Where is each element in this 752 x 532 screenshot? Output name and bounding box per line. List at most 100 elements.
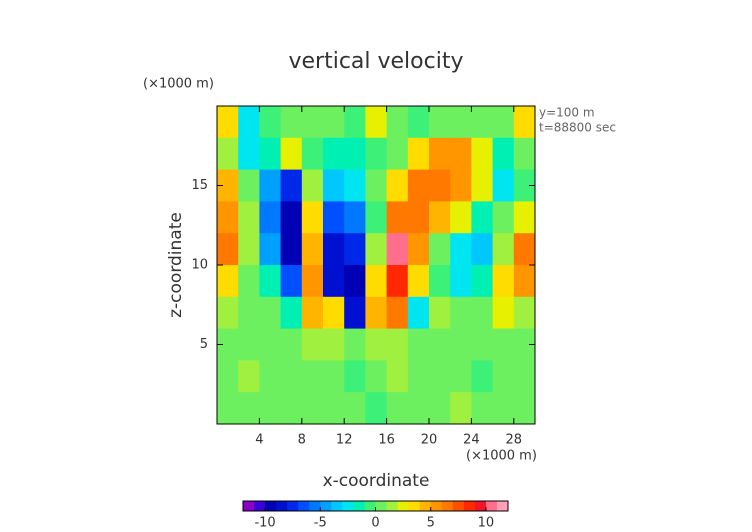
field-cell bbox=[344, 169, 366, 202]
field-cell bbox=[386, 328, 409, 361]
colorbar-swatch bbox=[265, 501, 277, 511]
field-cell bbox=[301, 169, 324, 202]
x-tick-label: 8 bbox=[298, 433, 306, 448]
field-cell bbox=[492, 328, 515, 361]
field-cell bbox=[513, 328, 536, 361]
field-cell bbox=[259, 169, 282, 202]
field-cell bbox=[513, 360, 536, 393]
field-cell bbox=[259, 137, 282, 171]
field-cell bbox=[492, 137, 515, 171]
field-cell bbox=[450, 201, 472, 234]
x-tick-label: 28 bbox=[506, 433, 523, 448]
field-cell bbox=[217, 106, 239, 139]
field-cell bbox=[429, 201, 451, 234]
field-cell bbox=[344, 265, 366, 298]
field-cell bbox=[259, 360, 282, 393]
field-cell bbox=[323, 360, 345, 393]
field-cell bbox=[471, 360, 494, 393]
field-cell bbox=[217, 233, 239, 266]
colorbar-tick-label: 5 bbox=[427, 516, 435, 531]
field-cell bbox=[429, 137, 451, 171]
colorbar-swatch bbox=[375, 501, 387, 511]
field-cell bbox=[407, 328, 430, 361]
field-cell bbox=[429, 265, 451, 298]
field-cell bbox=[238, 201, 260, 234]
colorbar-swatch bbox=[331, 501, 343, 511]
field-cell bbox=[259, 296, 282, 330]
colorbar-swatch bbox=[320, 501, 332, 511]
field-cell bbox=[407, 392, 430, 425]
field-cell bbox=[471, 169, 494, 202]
colorbar-swatch bbox=[353, 501, 365, 511]
field-cell bbox=[492, 106, 515, 139]
field-cell bbox=[323, 233, 345, 266]
field-cell bbox=[259, 201, 282, 234]
field-cell bbox=[238, 106, 260, 139]
field-cell bbox=[429, 169, 451, 202]
annotation: t=88800 sec bbox=[539, 121, 616, 135]
field-cell bbox=[323, 201, 345, 234]
field-cell bbox=[365, 328, 388, 361]
field-cell bbox=[492, 296, 515, 330]
field-cell bbox=[365, 169, 388, 202]
field-cell bbox=[429, 328, 451, 361]
field-cell bbox=[280, 328, 303, 361]
field-cell bbox=[344, 201, 366, 234]
field-cell bbox=[280, 360, 303, 393]
field-cell bbox=[492, 233, 515, 266]
field-cell bbox=[217, 328, 239, 361]
field-cell bbox=[429, 106, 451, 139]
y-tick-label: 10 bbox=[191, 258, 208, 273]
colorbar-swatch bbox=[309, 501, 321, 511]
field-cell bbox=[365, 137, 388, 171]
field-cell bbox=[280, 137, 303, 171]
colorbar-swatch bbox=[430, 501, 443, 511]
field-cell bbox=[365, 360, 388, 393]
field-cell bbox=[301, 360, 324, 393]
field-cell bbox=[407, 360, 430, 393]
field-cell bbox=[280, 392, 303, 425]
field-cell bbox=[386, 106, 409, 139]
colorbar-tick-label: -5 bbox=[314, 516, 327, 531]
field-cell bbox=[450, 265, 472, 298]
field-cell bbox=[386, 233, 409, 266]
field-cell bbox=[513, 106, 536, 139]
field-cell bbox=[407, 201, 430, 234]
field-cell bbox=[323, 296, 345, 330]
field-cell bbox=[450, 169, 472, 202]
field-cell bbox=[513, 201, 536, 234]
x-unit: (×1000 m) bbox=[466, 449, 537, 464]
field-cell bbox=[301, 201, 324, 234]
field-cell bbox=[323, 169, 345, 202]
field-cell bbox=[471, 106, 494, 139]
field-cell bbox=[301, 265, 324, 298]
chart-title: vertical velocity bbox=[288, 49, 463, 74]
field-cell bbox=[344, 360, 366, 393]
field-cell bbox=[301, 328, 324, 361]
colorbar-tick-label: -10 bbox=[254, 516, 275, 531]
field-cell bbox=[217, 360, 239, 393]
field-cell bbox=[238, 392, 260, 425]
field-cell bbox=[513, 137, 536, 171]
colorbar-swatch bbox=[298, 501, 310, 511]
field-cell bbox=[450, 328, 472, 361]
field-cell bbox=[386, 201, 409, 234]
field-cell bbox=[492, 392, 515, 425]
x-tick-label: 24 bbox=[463, 433, 480, 448]
field-cell bbox=[450, 392, 472, 425]
field-cell bbox=[238, 137, 260, 171]
field-cell bbox=[238, 265, 260, 298]
colorbar-swatch bbox=[474, 501, 487, 511]
field-cell bbox=[386, 296, 409, 330]
colorbar-tick-label: 10 bbox=[478, 516, 495, 531]
field-cell bbox=[513, 296, 536, 330]
field-cell bbox=[280, 233, 303, 266]
colorbar-swatch bbox=[408, 501, 421, 511]
field-cell bbox=[217, 201, 239, 234]
field-cell bbox=[450, 296, 472, 330]
x-tick-label: 4 bbox=[255, 433, 263, 448]
x-tick-label: 20 bbox=[421, 433, 438, 448]
field-cell bbox=[386, 360, 409, 393]
field-cell bbox=[471, 296, 494, 330]
